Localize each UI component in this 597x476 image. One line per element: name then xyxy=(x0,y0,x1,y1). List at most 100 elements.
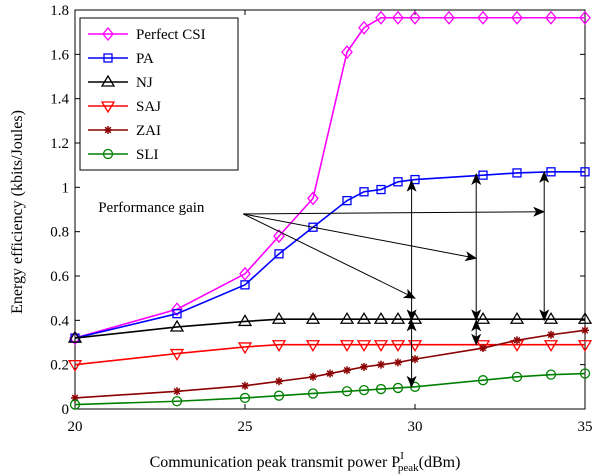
asterisk-stroke xyxy=(581,326,589,334)
data-point xyxy=(375,383,387,395)
data-point xyxy=(392,382,404,394)
data-point xyxy=(394,358,402,367)
data-point xyxy=(271,311,287,324)
x-tick-label: 35 xyxy=(578,419,593,435)
data-point xyxy=(171,302,183,317)
asterisk-stroke xyxy=(360,363,368,371)
legend-label: NJ xyxy=(136,75,153,91)
data-point xyxy=(326,369,334,378)
data-point xyxy=(173,387,181,396)
data-point xyxy=(102,26,114,42)
data-point xyxy=(512,168,522,178)
legend-label: ZAI xyxy=(136,123,161,139)
series-sli xyxy=(69,368,591,410)
data-point xyxy=(102,148,114,160)
data-point xyxy=(579,368,591,379)
legend-entry: ZAI xyxy=(88,123,161,139)
data-point xyxy=(343,366,351,375)
data-point xyxy=(577,340,593,352)
data-point xyxy=(511,371,523,383)
data-point xyxy=(339,340,355,352)
data-point xyxy=(545,369,557,380)
data-point xyxy=(375,10,387,25)
legend-entry: NJ xyxy=(88,74,153,91)
data-point xyxy=(581,326,589,335)
data-point xyxy=(377,360,385,369)
data-point xyxy=(305,311,321,324)
y-tick-label: 1.2 xyxy=(50,136,69,152)
annotation-label: Performance gain xyxy=(98,200,205,216)
data-point xyxy=(305,340,321,352)
data-point xyxy=(239,266,251,281)
series-saj xyxy=(67,340,593,372)
data-point xyxy=(341,45,353,60)
series-line xyxy=(74,343,585,366)
data-point xyxy=(579,10,591,25)
data-point xyxy=(477,10,489,25)
annotation: Performance gain xyxy=(98,170,550,388)
annotation-arrow xyxy=(243,206,546,217)
data-point xyxy=(100,101,116,114)
data-point xyxy=(358,20,370,35)
data-point xyxy=(273,390,285,401)
asterisk-stroke xyxy=(104,126,112,134)
data-point xyxy=(511,10,523,25)
asterisk-stroke xyxy=(343,366,351,374)
y-axis-label: Energy efficiency (kbits/Joules) xyxy=(9,110,26,314)
legend-box xyxy=(79,17,239,171)
data-point xyxy=(69,331,81,346)
data-point xyxy=(273,229,285,244)
data-point xyxy=(307,388,319,399)
data-point xyxy=(67,360,83,372)
data-point xyxy=(390,340,406,352)
x-axis-label-sub: peak xyxy=(398,462,419,474)
data-point xyxy=(342,195,352,206)
y-tick-label: 0.6 xyxy=(50,269,69,285)
data-point xyxy=(411,355,419,364)
data-point xyxy=(547,330,555,339)
y-tick-label: 0.2 xyxy=(50,358,69,374)
asterisk-stroke xyxy=(411,355,419,363)
asterisk-stroke xyxy=(479,344,487,352)
y-tick-label: 0 xyxy=(62,402,70,418)
data-point xyxy=(237,342,253,355)
annotation-arrow xyxy=(243,213,478,262)
asterisk-stroke xyxy=(513,336,521,344)
legend: Perfect CSI PA NJ SAJ ZAI SLI xyxy=(79,17,239,171)
data-point xyxy=(392,10,404,25)
y-tick-label: 1.6 xyxy=(50,47,69,63)
data-point xyxy=(543,340,559,352)
legend-entry: PA xyxy=(88,51,154,67)
series-line xyxy=(74,171,585,339)
data-point xyxy=(69,399,81,410)
x-tick-label: 20 xyxy=(68,419,83,435)
data-point xyxy=(271,340,287,352)
data-point xyxy=(169,319,185,332)
data-point xyxy=(373,311,389,324)
legend-entry: Perfect CSI xyxy=(88,26,206,43)
series-perfect-csi xyxy=(69,10,591,346)
data-point xyxy=(237,314,253,327)
legend-label: SAJ xyxy=(136,99,161,115)
x-tick-label: 30 xyxy=(408,419,423,435)
data-point xyxy=(376,184,386,195)
series-line xyxy=(74,318,585,339)
y-tick-label: 1.4 xyxy=(50,92,69,108)
data-point xyxy=(477,375,489,386)
data-point xyxy=(356,340,372,352)
asterisk-stroke xyxy=(326,370,334,377)
x-axis-label-symbol: P xyxy=(391,454,400,471)
y-tick-label: 0.8 xyxy=(50,225,69,241)
data-point xyxy=(274,249,284,259)
data-point xyxy=(239,392,251,404)
data-point xyxy=(172,309,182,319)
x-axis-label-unit: (dBm) xyxy=(419,454,461,471)
data-point xyxy=(308,222,318,232)
y-tick-label: 0.4 xyxy=(50,313,69,329)
data-point xyxy=(390,311,406,324)
data-point xyxy=(100,74,116,87)
ticks: 20 25 30 35 0 0.2 0.4 0.6 0.8 1 1.2 1.4 1.6 1.8 xyxy=(50,3,592,435)
data-point xyxy=(580,167,590,177)
x-tick-label: 25 xyxy=(238,419,253,435)
data-point xyxy=(104,126,112,134)
